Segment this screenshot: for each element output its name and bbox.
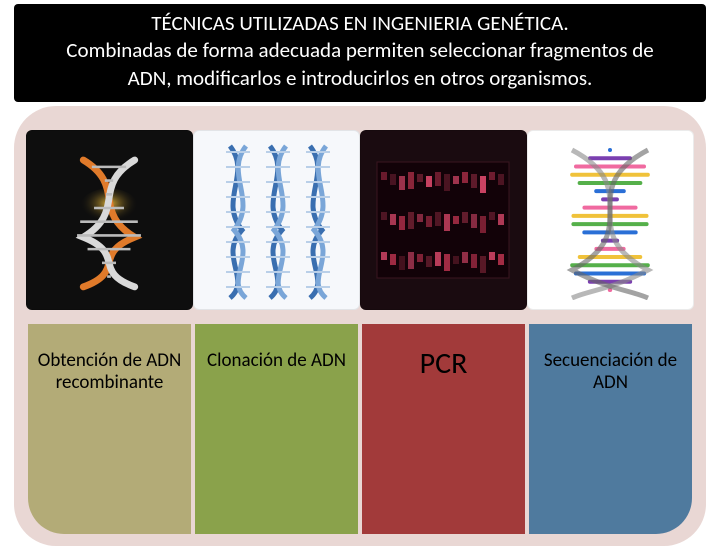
header-subtitle: Combinadas de forma adecuada permiten se… xyxy=(42,37,678,92)
technique-column-pcr: PCR xyxy=(360,124,527,534)
technique-column-secuenciacion: Secuenciación de ADN xyxy=(527,124,694,534)
technique-image-secuenciacion xyxy=(527,130,694,310)
diagram-container: Obtención de ADN recombinante Clonación … xyxy=(14,106,706,546)
technique-image-clonacion xyxy=(193,130,360,310)
technique-label-secuenciacion: Secuenciación de ADN xyxy=(529,324,692,534)
technique-label-clonacion: Clonación de ADN xyxy=(195,324,358,534)
technique-image-recombinante xyxy=(26,130,193,310)
header-title: TÉCNICAS UTILIZADAS EN INGENIERIA GENÉTI… xyxy=(42,10,678,37)
technique-column-recombinante: Obtención de ADN recombinante xyxy=(26,124,193,534)
rounded-backdrop: Obtención de ADN recombinante Clonación … xyxy=(14,106,706,546)
header-block: TÉCNICAS UTILIZADAS EN INGENIERIA GENÉTI… xyxy=(14,4,706,102)
technique-column-clonacion: Clonación de ADN xyxy=(193,124,360,534)
technique-label-pcr: PCR xyxy=(362,324,525,534)
technique-image-pcr xyxy=(360,130,527,310)
technique-label-recombinante: Obtención de ADN recombinante xyxy=(28,324,191,534)
